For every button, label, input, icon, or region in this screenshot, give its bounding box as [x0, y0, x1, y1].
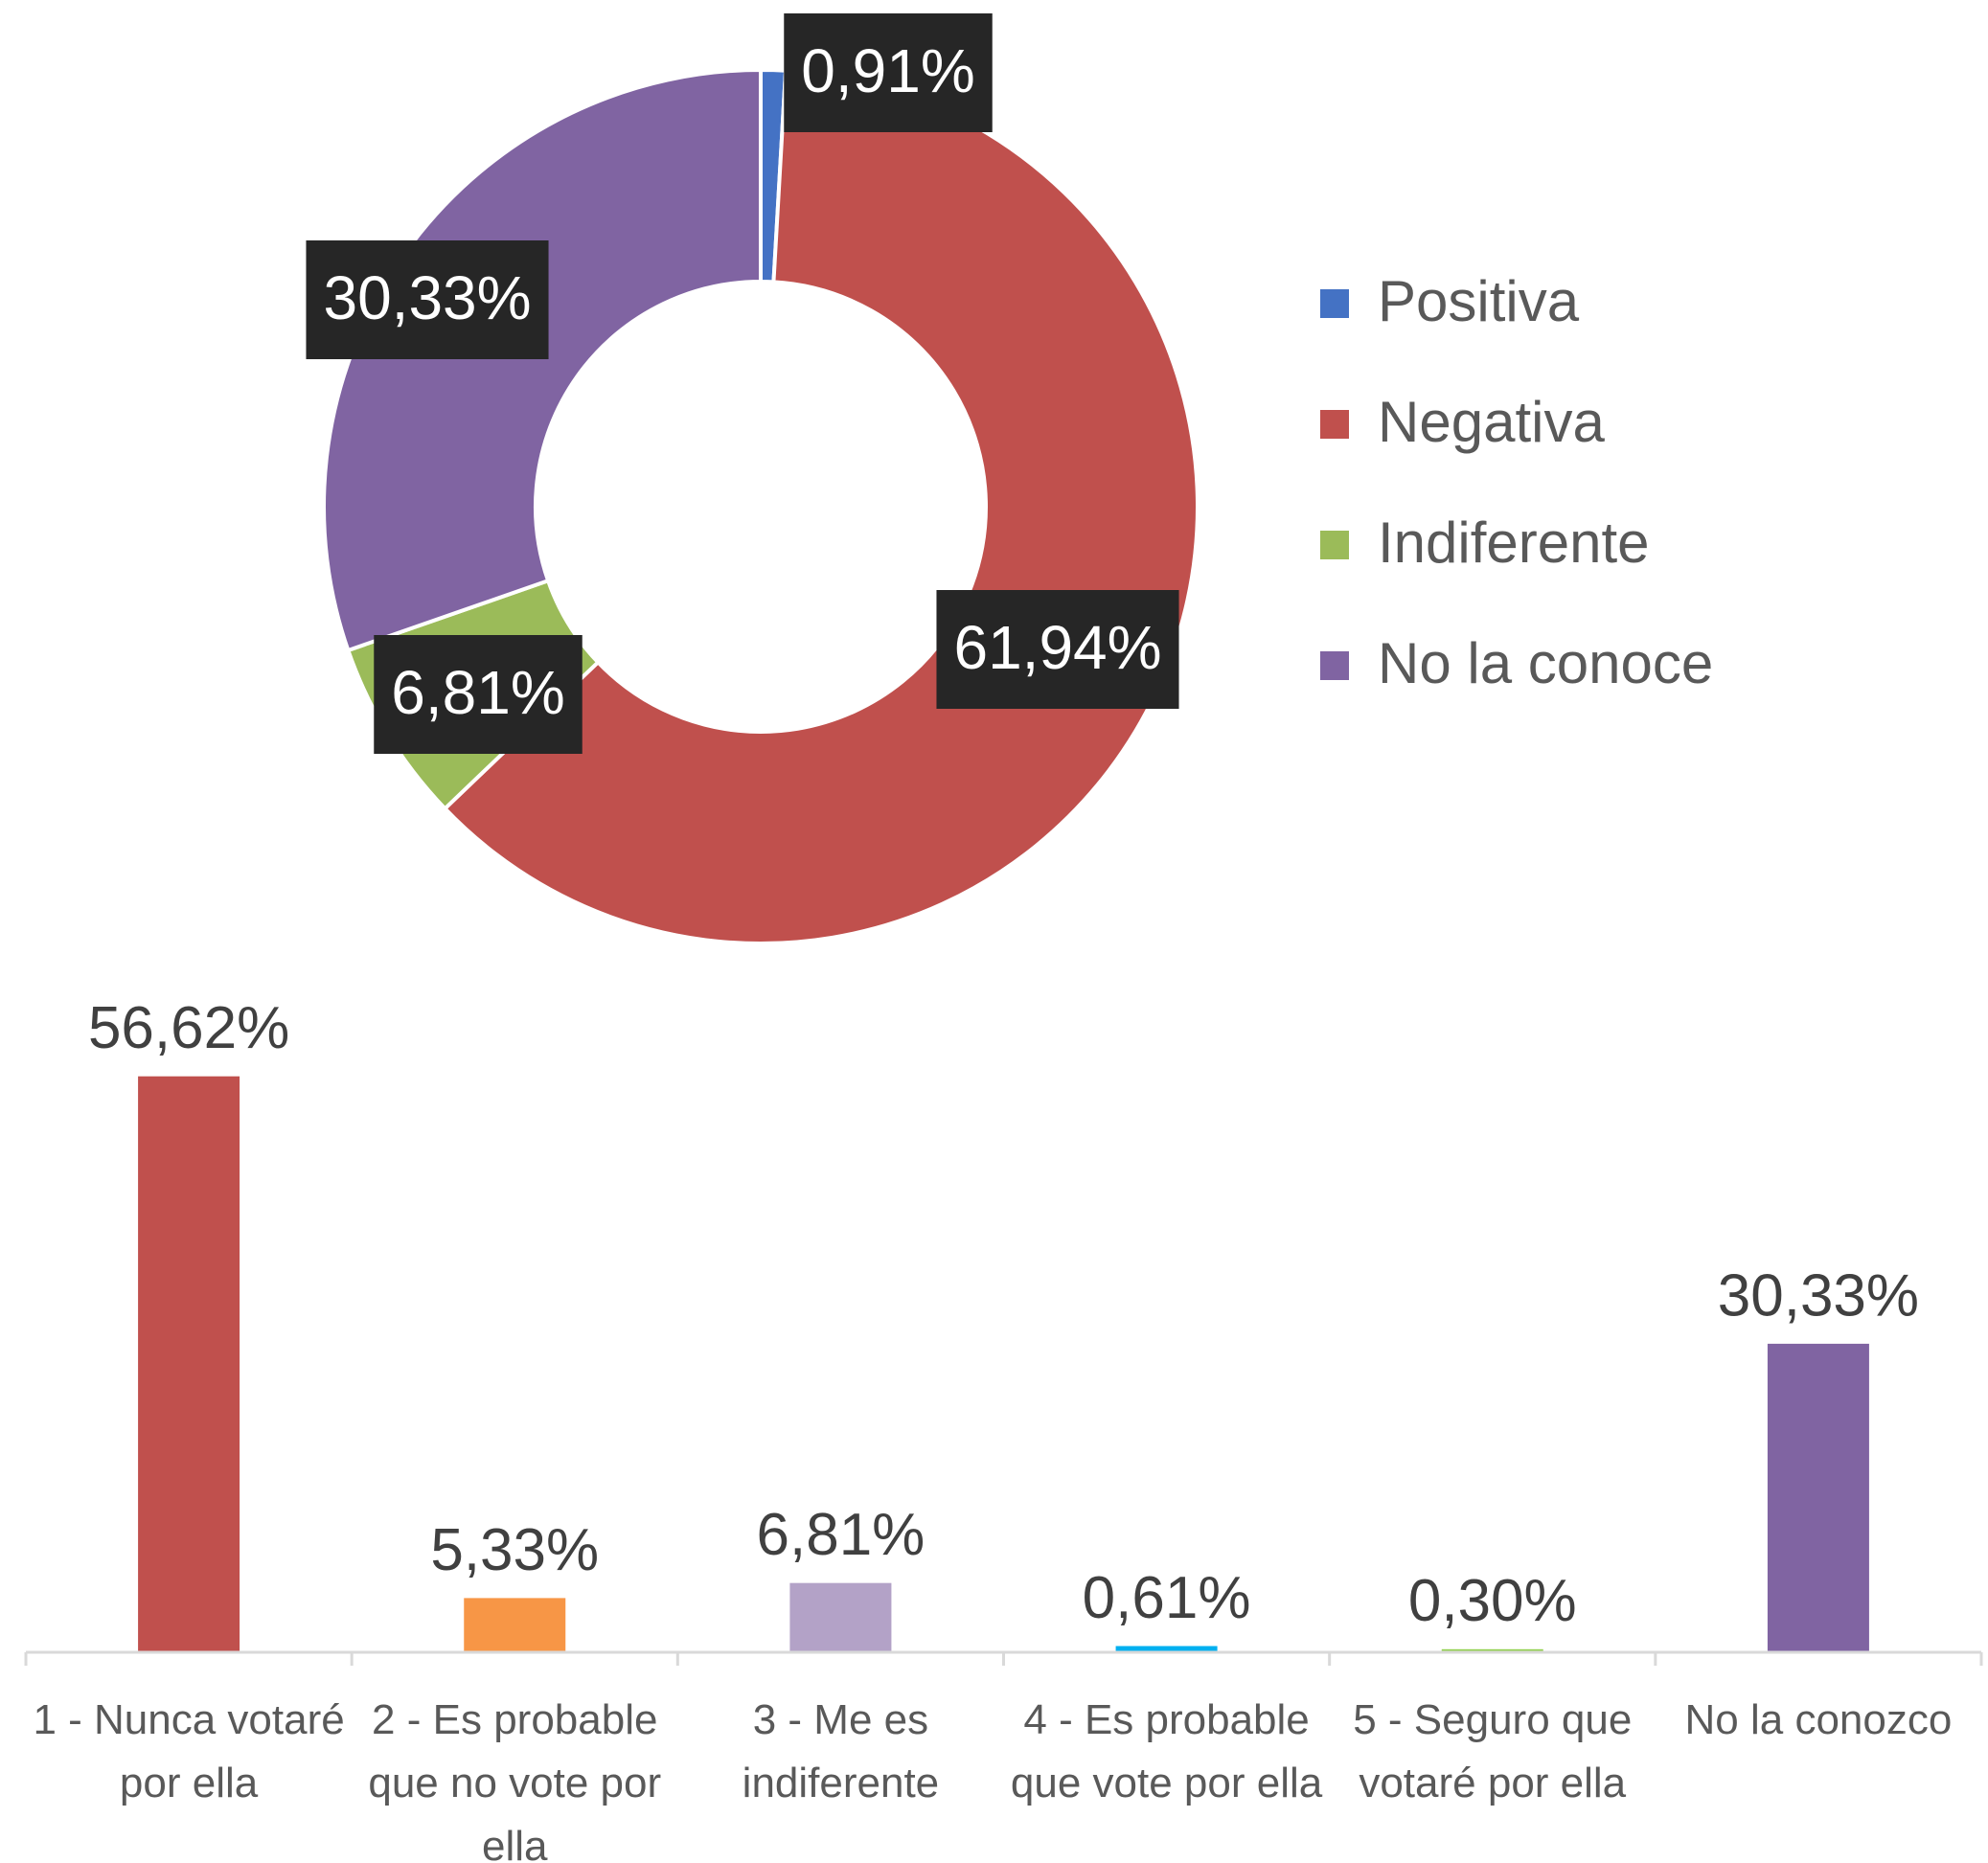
x-tick-label: 5 - Seguro que votaré por ella — [1353, 1696, 1632, 1806]
legend-label: Indiferente — [1378, 511, 1650, 575]
data-label: 0,61% — [1083, 1565, 1251, 1631]
data-label: 6,81% — [757, 1502, 925, 1568]
x-tick-label: 1 - Nunca votaré por ella — [33, 1696, 344, 1806]
legend-swatch — [1320, 410, 1349, 439]
data-label: 30,33% — [306, 240, 549, 359]
data-label-text: 30,33% — [323, 263, 531, 332]
data-label: 56,62% — [88, 995, 289, 1061]
x-tick-label: 4 - Es probable que vote por ella — [1011, 1696, 1323, 1806]
bar — [789, 1582, 892, 1652]
data-label-box — [784, 13, 993, 132]
data-label: 0,30% — [1408, 1568, 1577, 1634]
legend-swatch — [1320, 651, 1349, 680]
data-label-text: 0,91% — [801, 36, 974, 105]
bar — [1767, 1343, 1869, 1652]
data-label-text: 6,81% — [391, 658, 564, 727]
data-label-text: 61,94% — [953, 613, 1161, 682]
data-label: 5,33% — [430, 1517, 599, 1583]
donut-segment — [442, 68, 1200, 945]
data-label-box — [374, 635, 583, 754]
x-tick-label: No la conozco — [1685, 1696, 1953, 1743]
donut-segment — [322, 67, 763, 653]
data-label-box — [936, 590, 1179, 709]
legend-swatch — [1320, 289, 1349, 318]
legend-label: Negativa — [1378, 390, 1605, 454]
data-label: 61,94% — [936, 590, 1179, 709]
x-tick-label: 3 - Me es indiferente — [743, 1696, 939, 1806]
legend-label: Positiva — [1378, 269, 1580, 333]
bar — [464, 1598, 566, 1652]
legend-swatch — [1320, 531, 1349, 559]
data-label-box — [306, 240, 549, 359]
x-tick-label: 2 - Es probable que no vote por ella — [368, 1696, 661, 1863]
bar — [1441, 1648, 1543, 1652]
data-label: 0,91% — [784, 13, 993, 132]
bar — [138, 1076, 240, 1652]
data-label: 6,81% — [374, 635, 583, 754]
data-label: 30,33% — [1718, 1262, 1919, 1329]
bar — [1115, 1646, 1218, 1652]
legend-label: No la conoce — [1378, 631, 1713, 695]
